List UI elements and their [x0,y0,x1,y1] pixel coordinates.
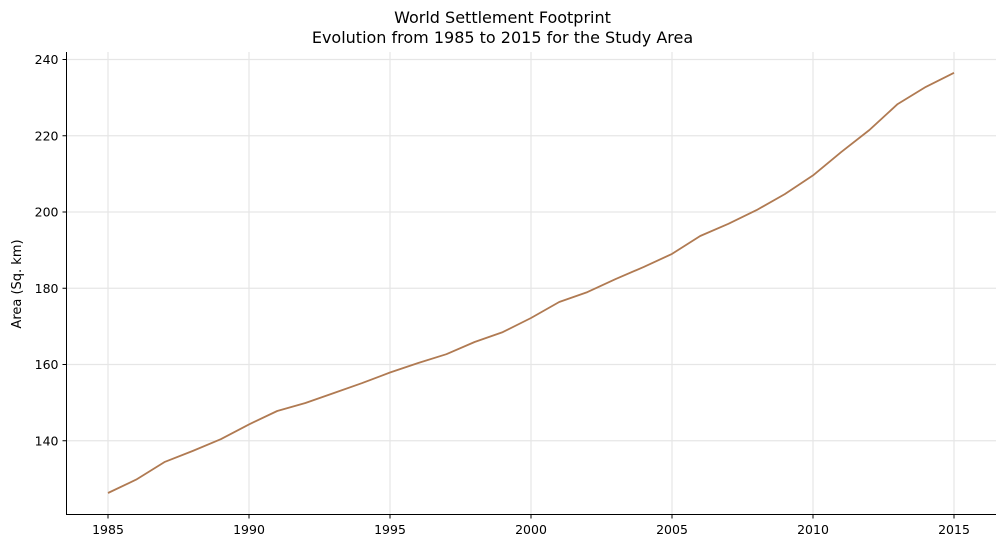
x-tick-label: 1990 [233,522,265,537]
y-tick-label: 140 [35,433,59,448]
y-tick-label: 240 [35,52,59,67]
area-line [107,71,955,494]
y-tick-label: 160 [35,357,59,372]
x-tick-label: 1995 [374,522,406,537]
chart-title-line1: World Settlement Footprint [394,8,611,27]
y-tick-label: 180 [35,281,59,296]
x-tick-label: 2015 [938,522,970,537]
x-axis-ticks: 1985 1990 1995 2000 2005 2010 2015 [92,514,970,537]
y-tick-label: 220 [35,128,59,143]
y-axis-ticks: 140 160 180 200 220 240 [35,52,67,448]
grid-lines [66,52,996,515]
data-series [107,71,955,494]
x-tick-label: 1985 [92,522,124,537]
x-tick-label: 2005 [656,522,688,537]
x-tick-label: 2000 [515,522,547,537]
chart-title: World Settlement Footprint Evolution fro… [0,8,1005,48]
x-tick-label: 2010 [797,522,829,537]
y-axis-label: Area (Sq. km) [10,239,25,328]
chart-subtitle: Evolution from 1985 to 2015 for the Stud… [311,28,694,47]
y-tick-label: 200 [35,205,59,220]
